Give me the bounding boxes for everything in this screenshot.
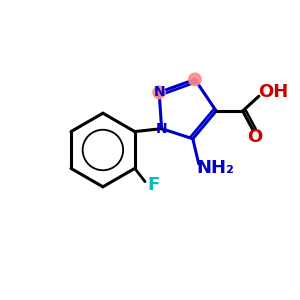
- Text: O: O: [247, 128, 262, 146]
- Text: N: N: [153, 85, 165, 99]
- Text: N: N: [156, 122, 167, 136]
- Circle shape: [153, 86, 165, 99]
- Text: NH₂: NH₂: [196, 159, 234, 177]
- Text: OH: OH: [258, 83, 288, 101]
- Text: F: F: [147, 176, 159, 194]
- Circle shape: [189, 73, 201, 86]
